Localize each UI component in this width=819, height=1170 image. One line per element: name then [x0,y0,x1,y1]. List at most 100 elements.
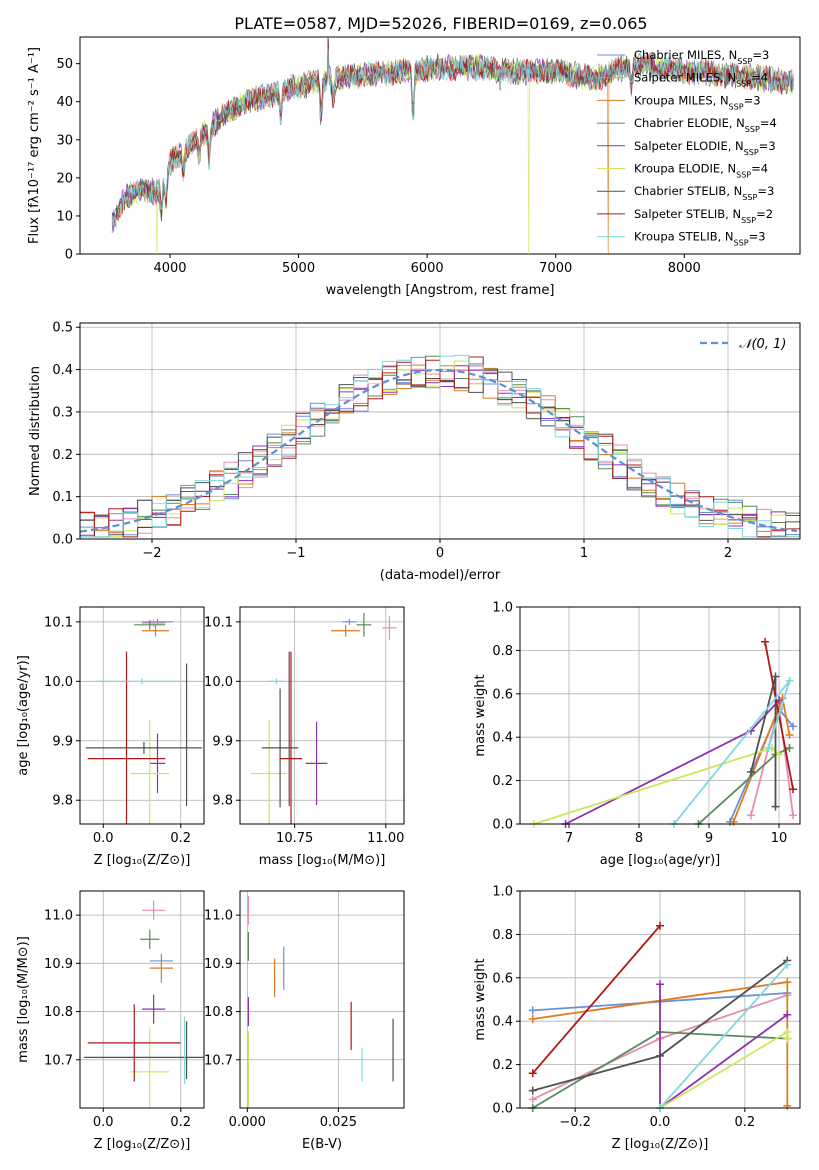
y-tick-label: 0.0 [492,818,513,833]
x-tick-label: 8 [635,831,643,846]
legend-label: Chabrier ELODIE, NSSP=4 [634,116,777,134]
y-tick-label: 0.8 [492,928,513,943]
x-tick-label: −0.2 [559,1115,591,1130]
y-tick-label: 10.9 [44,957,73,972]
weight-marker [528,1095,537,1104]
y-tick-label: 0 [65,248,73,263]
weight-marker [783,1034,792,1043]
spectrum-series [111,48,794,229]
weight-marker [528,1006,537,1015]
legend-label: Salpeter MILES, NSSP=4 [634,71,768,89]
x-tick-label: 0.000 [229,1115,266,1130]
mass_vs_ebv-panel: 0.000 0.025 10.7 10.8 10.9 11.0 E(B-V) [204,890,405,1152]
weight-marker [785,731,794,740]
weight-marker [747,811,755,820]
y-tick-label: 0.4 [492,731,513,746]
legend-label: Kroupa STELIB, NSSP=3 [634,230,766,248]
y-tick-label: 50 [56,57,73,72]
x-tick-label: 1 [580,546,588,561]
x-tick-label: 6000 [411,261,444,276]
weight-series [565,699,780,825]
y-tick-label: 10.0 [44,675,73,690]
axes-frame [79,322,801,540]
axes-frame [79,36,801,255]
weight-marker [789,785,797,794]
weight-marker [783,978,792,987]
x-tick-label: 5000 [282,261,315,276]
weight-marker [789,722,797,731]
y-tick-label: 9.8 [212,794,233,809]
weight-lines [530,637,797,828]
errorbars [83,900,204,1108]
axes-frame [79,890,205,1109]
y-tick-label: 9.9 [52,734,73,749]
legend-label: 𝒩(0, 1) [739,337,786,352]
x-tick-label: 0.2 [170,831,191,846]
age_vs_z-panel: 0.0 0.2 9.8 9.9 10.0 10.1 Z [log₁₀(Z/Z⊙)] age [… [16,606,205,868]
normal-curve [80,368,798,533]
weight-marker [764,744,773,753]
y-tick-label: 11.0 [204,909,233,924]
weight-marker [747,767,755,776]
legend-label: Salpeter ELODIE, NSSP=3 [634,139,776,157]
spectrum-legend: Chabrier MILES, NSSP=3 Salpeter MILES, NS… [597,48,777,247]
x-tick-label: 8000 [668,261,701,276]
weight-series [750,676,777,807]
y-tick-label: 20 [56,171,73,186]
weight-marker [789,811,797,820]
x-axis-label: Z [log₁₀(Z/Z⊙)] [94,853,191,868]
y-tick-label: 0.2 [492,1058,513,1073]
spectrum-panel: 4000 5000 6000 7000 8000 0 10 20 30 40 50 wavelengt… [27,36,801,298]
y-tick-label: 0.6 [492,687,513,702]
errorbars [85,618,203,824]
y-tick-label: 0.5 [52,321,73,336]
weight-marker [771,672,780,681]
x-axis-label: wavelength [Angstrom, rest frame] [326,283,555,298]
y-axis-label: mass [log₁₀(M/M⊙)] [16,936,31,1063]
y-tick-label: 10.8 [44,1005,73,1020]
legend-label: Kroupa ELODIE, NSSP=4 [634,162,768,180]
spectrum-lines [111,37,794,254]
weight-marker [783,1101,792,1110]
y-tick-label: 40 [56,95,73,110]
axes-frame [239,890,405,1109]
y-tick-label: 0.0 [52,533,73,548]
axes-frame [79,606,205,825]
x-axis-label: Z [log₁₀(Z/Z⊙)] [94,1137,191,1152]
y-tick-label: 0.8 [492,644,513,659]
x-tick-label: 7000 [539,261,572,276]
weight-series [659,984,788,1110]
weight_vs_z-panel: −0.2 0.0 0.2 0.0 0.2 0.4 0.6 0.8 1.0 Z [log₁₀(Z/Z… [473,885,801,1152]
x-tick-label: 4000 [153,261,186,276]
weight-marker [528,1015,537,1024]
mass_vs_z-panel: 0.0 0.2 10.7 10.8 10.9 11.0 Z [log₁₀(Z/Z⊙)] mas… [16,890,205,1152]
y-tick-label: 30 [56,133,73,148]
errorbars [250,612,397,824]
errorbars [247,895,394,1108]
x-tick-label: −1 [286,546,305,561]
x-tick-label: 10 [771,831,788,846]
axes-frame [239,606,405,825]
y-axis-label: Flux [fλ10⁻¹⁷ erg cm⁻² s⁻¹ A⁻¹] [27,47,42,244]
y-tick-label: 10.8 [204,1005,233,1020]
y-tick-label: 0.4 [52,363,73,378]
weight-marker [771,802,780,811]
y-tick-label: 0.6 [492,971,513,986]
y-tick-label: 0.4 [492,1015,513,1030]
x-tick-label: 0.025 [320,1115,357,1130]
weight-marker [783,1010,792,1019]
x-axis-label: Z [log₁₀(Z/Z⊙)] [612,1137,709,1152]
x-tick-label: 0.2 [735,1115,756,1130]
weight-marker [785,676,794,685]
y-tick-label: 11.0 [44,909,73,924]
y-tick-label: 10.7 [204,1053,233,1068]
weight-series [659,1030,789,1109]
x-tick-label: −2 [142,546,161,561]
weight-series [673,680,791,825]
y-tick-label: 1.0 [492,885,513,900]
weight-marker [528,1086,537,1095]
weight-marker [785,744,794,753]
y-tick-label: 1.0 [492,601,513,616]
y-tick-label: 10.1 [44,615,73,630]
